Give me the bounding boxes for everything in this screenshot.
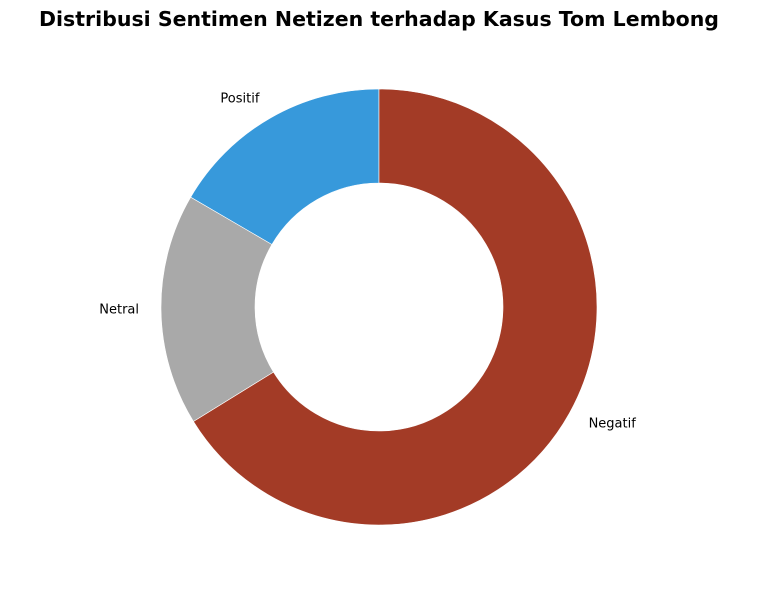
slice-positif bbox=[190, 88, 380, 245]
slice-label-netral: Netral bbox=[99, 303, 139, 318]
donut-slices bbox=[160, 88, 598, 526]
slice-label-negatif: Negatif bbox=[589, 416, 637, 431]
slice-negatif bbox=[193, 88, 598, 526]
slice-label-positif: Positif bbox=[220, 91, 259, 106]
slice-netral bbox=[160, 196, 274, 422]
chart-title: Distribusi Sentimen Netizen terhadap Kas… bbox=[39, 7, 719, 31]
slice-labels: Positif Netral Negatif bbox=[99, 91, 636, 431]
